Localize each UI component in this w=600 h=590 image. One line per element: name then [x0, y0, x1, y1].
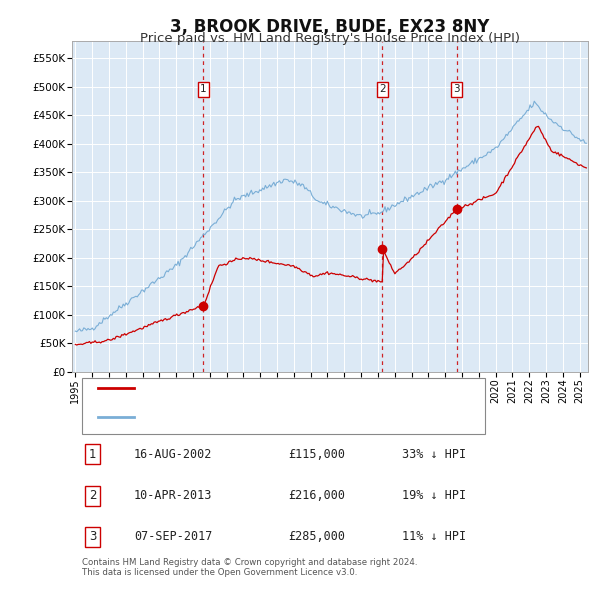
Text: 1: 1 — [89, 448, 97, 461]
Text: Price paid vs. HM Land Registry's House Price Index (HPI): Price paid vs. HM Land Registry's House … — [140, 32, 520, 45]
Text: 10-APR-2013: 10-APR-2013 — [134, 489, 212, 502]
Text: 07-SEP-2017: 07-SEP-2017 — [134, 530, 212, 543]
Text: 33% ↓ HPI: 33% ↓ HPI — [402, 448, 466, 461]
Text: £216,000: £216,000 — [289, 489, 346, 502]
Text: 3: 3 — [453, 84, 460, 94]
Bar — [82, 378, 485, 434]
Text: HPI: Average price, detached house, Cornwall: HPI: Average price, detached house, Corn… — [142, 412, 396, 422]
Text: 19% ↓ HPI: 19% ↓ HPI — [402, 489, 466, 502]
Text: 3, BROOK DRIVE, BUDE, EX23 8NY: 3, BROOK DRIVE, BUDE, EX23 8NY — [170, 18, 490, 35]
Text: 3: 3 — [89, 530, 97, 543]
Text: 16-AUG-2002: 16-AUG-2002 — [134, 448, 212, 461]
Text: Contains HM Land Registry data © Crown copyright and database right 2024.
This d: Contains HM Land Registry data © Crown c… — [82, 558, 418, 577]
Text: 2: 2 — [379, 84, 386, 94]
Text: £115,000: £115,000 — [289, 448, 346, 461]
Text: 1: 1 — [200, 84, 207, 94]
Text: £285,000: £285,000 — [289, 530, 346, 543]
Text: 11% ↓ HPI: 11% ↓ HPI — [402, 530, 466, 543]
Text: 3, BROOK DRIVE, BUDE, EX23 8NY (detached house): 3, BROOK DRIVE, BUDE, EX23 8NY (detached… — [142, 384, 435, 393]
Text: 2: 2 — [89, 489, 97, 502]
